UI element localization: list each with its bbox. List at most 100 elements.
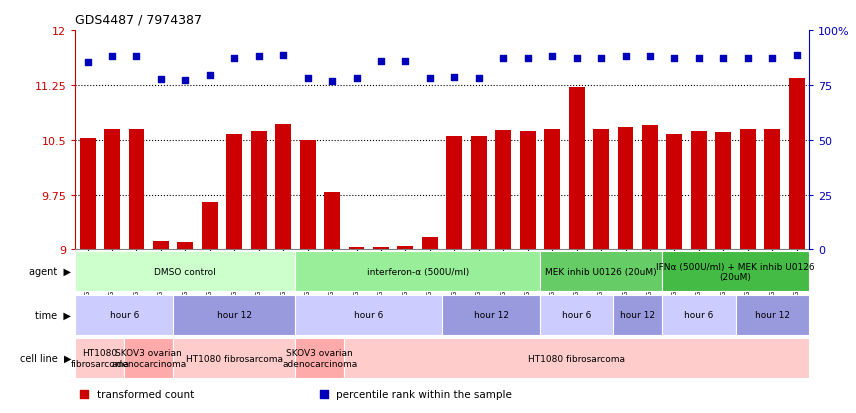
Bar [540,252,663,292]
Bar [75,338,124,378]
Point [790,52,804,59]
Text: time  ▶: time ▶ [35,310,71,320]
Bar [642,126,658,250]
Bar [80,138,96,250]
Bar [300,140,316,250]
Bar [373,247,389,250]
Bar [75,295,173,335]
Bar [251,132,267,250]
Bar [128,129,145,250]
Bar [667,135,682,250]
Point [105,53,119,60]
Bar [202,202,217,250]
Bar [663,295,735,335]
Bar [324,193,340,250]
Text: MEK inhib U0126 (20uM): MEK inhib U0126 (20uM) [545,267,657,276]
Point [252,54,265,61]
Text: HT1080 fibrosarcoma: HT1080 fibrosarcoma [528,354,625,363]
Bar [663,252,809,292]
Bar [75,252,295,292]
Text: hour 6: hour 6 [110,311,139,319]
Text: hour 6: hour 6 [354,311,383,319]
Point [545,53,559,60]
Bar [344,338,809,378]
Point [643,53,657,60]
Point [325,78,339,85]
Point [399,58,413,65]
Bar [613,295,663,335]
Text: hour 12: hour 12 [473,311,508,319]
Point [203,73,217,80]
Point [668,55,681,62]
Bar [446,137,462,250]
Point [179,77,193,84]
Point [276,52,290,59]
Text: hour 12: hour 12 [621,311,655,319]
Bar [764,129,780,250]
Point [520,55,534,62]
Bar [295,252,540,292]
Point [594,55,608,62]
Point [765,55,779,62]
Point [716,55,730,62]
Point [423,76,437,83]
Point [448,74,461,81]
Bar [348,247,365,250]
Bar [496,131,511,250]
Text: SKOV3 ovarian
adenocarcinoma: SKOV3 ovarian adenocarcinoma [111,349,187,368]
Bar [617,127,633,250]
Text: DMSO control: DMSO control [154,267,217,276]
Point [692,55,705,62]
Text: HT1080
fibrosarcoma: HT1080 fibrosarcoma [70,349,129,368]
Text: GDS4487 / 7974387: GDS4487 / 7974387 [75,14,202,27]
Bar [173,338,295,378]
Bar [544,129,560,250]
Point [374,58,388,65]
Text: transformed count: transformed count [97,389,194,399]
Point [350,75,364,82]
Bar [177,242,193,250]
Bar [735,295,809,335]
Bar [104,129,120,250]
Point [496,55,510,62]
Text: hour 12: hour 12 [755,311,790,319]
Point [570,55,584,62]
Text: HT1080 fibrosarcoma: HT1080 fibrosarcoma [186,354,282,363]
Bar [422,237,438,250]
Bar [520,132,536,250]
Bar [568,88,585,250]
Bar [295,338,344,378]
Text: IFNα (500U/ml) + MEK inhib U0126
(20uM): IFNα (500U/ml) + MEK inhib U0126 (20uM) [657,262,815,281]
Text: cell line  ▶: cell line ▶ [20,353,71,363]
Bar [397,246,413,250]
Point [472,75,485,82]
Bar [153,241,169,250]
Text: percentile rank within the sample: percentile rank within the sample [336,389,512,399]
Point [228,55,241,62]
Point [80,60,94,66]
Point [154,76,168,83]
Point [129,54,143,61]
Bar [691,132,707,250]
Bar [471,137,487,250]
Bar [593,129,609,250]
Point [741,55,755,62]
Point [300,76,314,83]
Bar [226,135,242,250]
Text: hour 12: hour 12 [217,311,252,319]
Text: interferon-α (500U/ml): interferon-α (500U/ml) [366,267,469,276]
Bar [540,295,613,335]
Bar [295,295,442,335]
Bar [276,124,291,250]
Bar [716,133,731,250]
Bar [124,338,173,378]
Bar [442,295,540,335]
Text: SKOV3 ovarian
adenocarcinoma: SKOV3 ovarian adenocarcinoma [282,349,358,368]
Point [619,53,633,60]
Bar [173,295,295,335]
Text: hour 6: hour 6 [562,311,591,319]
Text: hour 6: hour 6 [684,311,714,319]
Bar [740,129,756,250]
Text: agent  ▶: agent ▶ [29,266,71,277]
Bar [788,78,805,250]
